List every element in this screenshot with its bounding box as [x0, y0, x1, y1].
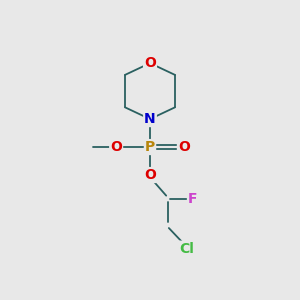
- Text: P: P: [145, 140, 155, 154]
- Text: O: O: [144, 168, 156, 182]
- Text: Cl: Cl: [179, 242, 194, 256]
- Text: O: O: [110, 140, 122, 154]
- Text: N: N: [144, 112, 156, 126]
- Text: O: O: [144, 56, 156, 70]
- Text: O: O: [178, 140, 190, 154]
- Text: F: F: [188, 192, 197, 206]
